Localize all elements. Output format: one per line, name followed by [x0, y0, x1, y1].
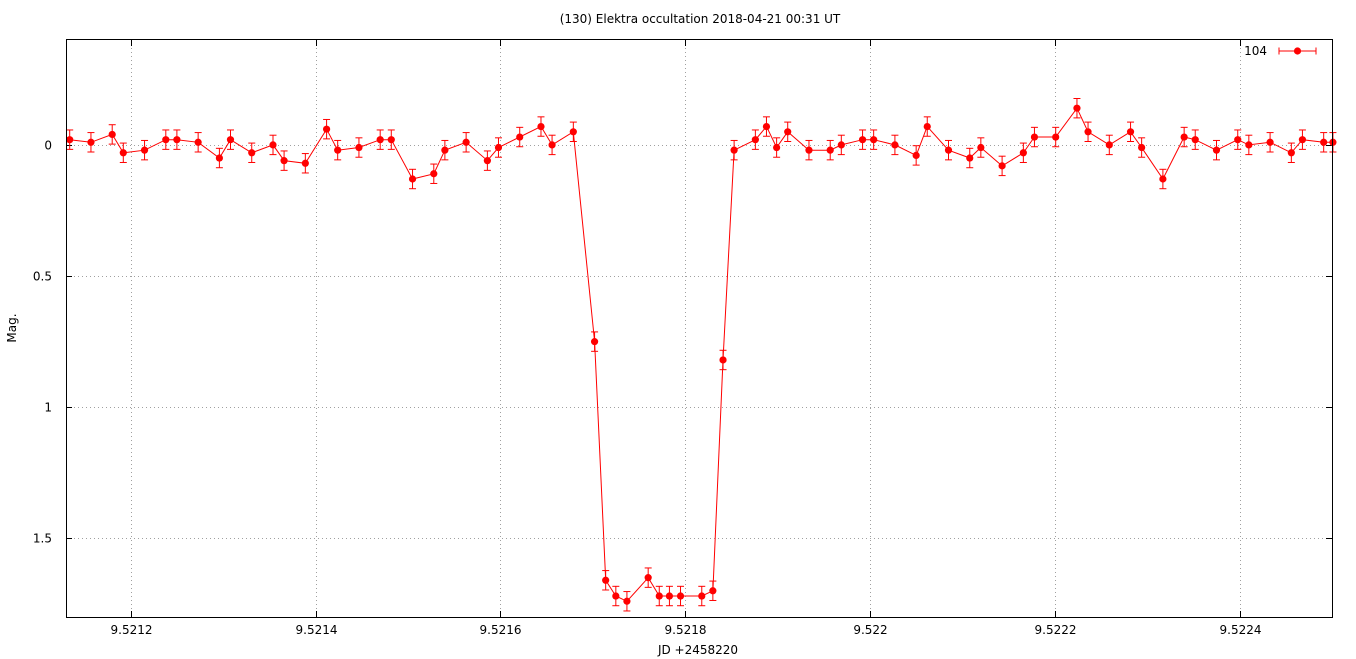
- data-point: [1212, 146, 1221, 154]
- data-point: [805, 146, 813, 154]
- data-point: [623, 597, 631, 605]
- data-point: [376, 136, 384, 144]
- data-point: [215, 154, 223, 162]
- data-point: [430, 170, 438, 178]
- data-point: [751, 136, 759, 144]
- data-point: [966, 154, 974, 162]
- data-point: [355, 143, 363, 152]
- data-point: [977, 143, 985, 152]
- data-point: [248, 149, 256, 157]
- data-point: [87, 138, 95, 146]
- y-tick-label: 0.5: [33, 270, 52, 284]
- data-point: [516, 133, 524, 141]
- data-point: [1159, 175, 1167, 183]
- legend-label: 104: [1244, 44, 1267, 58]
- y-tick-label: 1: [44, 401, 52, 415]
- data-point: [923, 122, 931, 131]
- data-point: [891, 141, 899, 149]
- data-point: [1320, 138, 1328, 146]
- series-line: [69, 107, 1333, 602]
- data-point: [1126, 128, 1135, 136]
- data-point: [66, 136, 74, 144]
- data-point: [719, 356, 727, 364]
- x-tick-label: 9.5212: [111, 623, 153, 637]
- data-point: [483, 157, 491, 165]
- data-point: [108, 130, 116, 139]
- data-point: [1019, 149, 1027, 157]
- data-point: [1191, 136, 1199, 144]
- x-tick-label: 9.5216: [480, 623, 522, 637]
- data-point: [665, 592, 674, 600]
- data-point: [462, 138, 470, 146]
- data-point: [762, 122, 771, 131]
- data-point: [1084, 128, 1092, 136]
- x-tick-label: 9.5218: [665, 623, 707, 637]
- data-point: [537, 122, 545, 131]
- plot-frame: [66, 39, 1333, 618]
- data-point: [1073, 104, 1081, 112]
- data-point: [494, 143, 503, 152]
- data-point: [1245, 141, 1253, 149]
- data-point: [773, 143, 781, 152]
- data-point: [119, 149, 127, 157]
- y-axis-label: Mag.: [5, 313, 19, 342]
- x-tick-label: 9.5224: [1220, 623, 1262, 637]
- data-point: [870, 136, 878, 144]
- legend: 104: [1244, 44, 1317, 58]
- y-tick-label: 0: [44, 139, 52, 153]
- data-point: [944, 146, 953, 154]
- data-point: [269, 141, 277, 149]
- data-point: [602, 576, 610, 584]
- data-point: [194, 138, 202, 146]
- data-point: [408, 175, 417, 183]
- grid-lines: [66, 40, 1332, 617]
- data-point: [1052, 133, 1060, 141]
- chart-title: (130) Elektra occultation 2018-04-21 00:…: [560, 12, 841, 26]
- data-point: [162, 136, 170, 144]
- data-point: [1234, 136, 1242, 144]
- data-point: [441, 146, 449, 154]
- data-point: [1298, 136, 1307, 144]
- data-point: [548, 141, 556, 149]
- data-point: [612, 592, 620, 600]
- data-point: [226, 136, 235, 144]
- data-point: [826, 146, 834, 154]
- data-point: [590, 338, 599, 346]
- data-point: [387, 136, 395, 144]
- data-point: [698, 592, 706, 600]
- data-point: [569, 128, 577, 136]
- data-point: [140, 146, 149, 154]
- data-point: [1287, 149, 1295, 157]
- data-point: [301, 159, 309, 167]
- legend-marker: [1293, 47, 1302, 55]
- data-point: [280, 157, 288, 165]
- data-point: [655, 592, 663, 600]
- data-point: [998, 162, 1006, 170]
- x-tick-label: 9.5222: [1035, 623, 1077, 637]
- axis-ticks: 9.5212 9.5214 9.5216 9.5218 9.522 9.5222 9.522…: [33, 40, 1332, 637]
- x-tick-label: 9.522: [853, 623, 887, 637]
- data-point: [730, 146, 738, 154]
- data-point: [322, 125, 331, 133]
- data-point: [1266, 138, 1274, 146]
- data-point: [173, 136, 181, 144]
- data-point: [784, 128, 792, 136]
- data-point: [837, 141, 845, 149]
- data-series: [66, 97, 1337, 612]
- data-point: [1138, 143, 1146, 152]
- data-point: [1180, 133, 1188, 141]
- x-axis-label: JD +2458220: [657, 643, 738, 657]
- data-point: [676, 592, 685, 600]
- data-point: [858, 136, 867, 144]
- data-point: [1105, 141, 1113, 149]
- data-point: [912, 151, 920, 159]
- y-tick-label: 1.5: [33, 532, 52, 546]
- legend-sample: [1278, 47, 1317, 55]
- data-point: [709, 587, 717, 595]
- data-point: [1030, 133, 1039, 141]
- data-point: [644, 574, 652, 582]
- data-point: [334, 146, 342, 154]
- x-tick-label: 9.5214: [296, 623, 338, 637]
